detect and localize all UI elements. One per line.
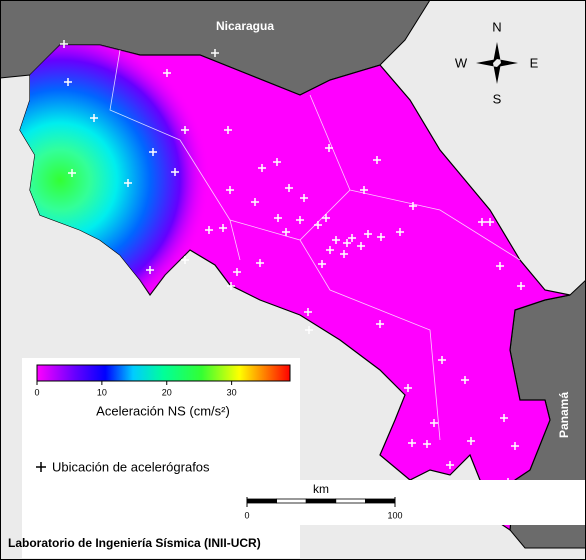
- station-marker: [325, 144, 333, 152]
- scale-bar: 0 100: [244, 497, 403, 520]
- station-marker: [181, 256, 189, 264]
- station-marker: [467, 437, 475, 445]
- stations: [60, 40, 525, 486]
- station-marker: [60, 40, 68, 48]
- station-marker: [332, 236, 340, 244]
- station-marker: [461, 376, 469, 384]
- station-marker: [326, 246, 334, 254]
- country-label: Nicaragua: [216, 19, 274, 33]
- acceleration-field: [20, 45, 570, 530]
- station-marker: [68, 169, 76, 177]
- station-marker: [211, 49, 219, 57]
- station-marker: [274, 214, 282, 222]
- station-marker: [423, 440, 431, 448]
- station-marker: [233, 268, 241, 276]
- station-marker: [357, 242, 365, 250]
- compass: N W E S: [455, 19, 539, 106]
- scale-segment: [276, 498, 307, 504]
- station-marker: [486, 218, 494, 226]
- station-marker: [396, 228, 404, 236]
- scale-segment: [246, 498, 278, 504]
- station-marker: [446, 461, 454, 469]
- station-marker: [181, 126, 189, 134]
- station-marker: [376, 320, 384, 328]
- station-marker: [282, 228, 290, 236]
- country-label: Panamá: [557, 392, 571, 438]
- station-marker: [343, 239, 351, 247]
- station-marker: [409, 202, 417, 210]
- station-marker: [300, 194, 308, 202]
- station-marker: [285, 184, 293, 192]
- colorbar-tick-label: 30: [227, 387, 237, 397]
- station-marker: [273, 158, 281, 166]
- station-marker: [360, 186, 368, 194]
- station-marker: [227, 282, 235, 290]
- station-marker: [149, 148, 157, 156]
- compass-s: S: [493, 91, 502, 106]
- colorbar-label: Aceleración NS (cm/s²): [96, 403, 230, 418]
- station-marker: [340, 250, 348, 258]
- station-marker: [364, 230, 372, 238]
- station-marker: [146, 266, 154, 274]
- station-marker: [408, 439, 416, 447]
- colorbar: [36, 364, 291, 382]
- station-marker: [373, 156, 381, 164]
- compass-w: W: [455, 55, 468, 70]
- legend-symbol: [36, 462, 46, 472]
- station-marker: [496, 262, 504, 270]
- colorbar-tick-label: 0: [34, 387, 39, 397]
- colorbar-tick-label: 10: [97, 387, 107, 397]
- station-marker: [251, 198, 259, 206]
- station-marker: [256, 259, 264, 267]
- station-marker: [224, 126, 232, 134]
- scale-tick-label: 100: [387, 510, 402, 520]
- station-marker: [322, 214, 330, 222]
- station-marker: [500, 414, 508, 422]
- station-marker: [517, 282, 525, 290]
- station-marker: [318, 260, 326, 268]
- compass-e: E: [530, 55, 539, 70]
- compass-rose: [476, 42, 518, 84]
- station-marker: [219, 224, 227, 232]
- footer: Laboratorio de Ingeniería Sísmica (INII-…: [8, 536, 261, 550]
- station-marker: [478, 218, 486, 226]
- station-marker: [205, 226, 213, 234]
- station-marker: [171, 168, 179, 176]
- station-marker: [511, 442, 519, 450]
- legend-label: Ubicación de acelerógrafos: [52, 459, 210, 474]
- colorbar-tick-label: 20: [162, 387, 172, 397]
- scale-segment: [364, 498, 396, 504]
- province-borders: [109, 49, 521, 441]
- station-marker: [404, 384, 412, 392]
- station-marker: [438, 356, 446, 364]
- compass-n: N: [492, 19, 501, 34]
- scale-tick-label: 0: [244, 510, 249, 520]
- station-marker: [124, 179, 132, 187]
- station-marker: [90, 114, 98, 122]
- station-marker: [348, 234, 356, 242]
- station-marker: [305, 326, 313, 334]
- station-marker: [296, 216, 304, 224]
- station-marker: [430, 419, 438, 427]
- costa-rica: [19, 44, 571, 532]
- station-marker: [377, 233, 385, 241]
- station-marker: [304, 308, 312, 316]
- scale-segment: [335, 498, 366, 504]
- station-marker: [258, 164, 266, 172]
- station-marker: [226, 186, 234, 194]
- colorbar-ticks: 0 10 20 30: [34, 381, 237, 397]
- scale-unit: km: [313, 482, 329, 496]
- station-marker: [314, 221, 322, 229]
- station-marker: [64, 78, 72, 86]
- scale-segment: [305, 498, 337, 504]
- station-marker: [163, 69, 171, 77]
